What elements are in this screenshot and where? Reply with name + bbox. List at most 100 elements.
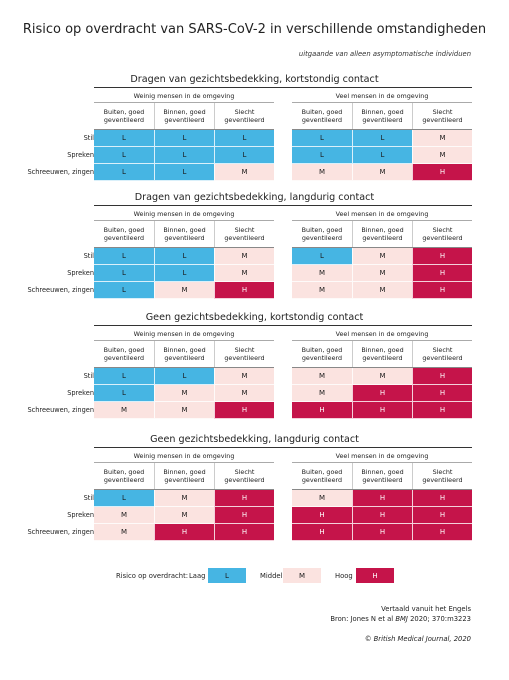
column-header: Buiten, goed geventileerd — [103, 226, 145, 242]
section-title: Geen gezichtsbedekking, kortstondig cont… — [145, 312, 364, 323]
block-few-people: Weinig mensen in de omgeving Buiten, goed… — [94, 450, 274, 541]
risk-cell: L — [94, 282, 154, 299]
block-header: Weinig mensen in de omgeving — [94, 450, 274, 463]
risk-cell: H — [412, 248, 472, 265]
column-headers: Buiten, goed geventileerd Binnen, goed ge… — [292, 103, 472, 130]
risk-cell: M — [352, 248, 412, 265]
risk-cell: M — [214, 164, 274, 181]
legend-label: Risico op overdracht: — [116, 572, 189, 580]
legend: Risico op overdracht: Laag L Middel M Ho… — [0, 568, 509, 584]
risk-cell: M — [94, 507, 154, 524]
risk-cell: L — [214, 147, 274, 164]
column-header: Slecht geventileerd — [214, 463, 274, 489]
risk-cell: H — [292, 402, 352, 419]
risk-cell: L — [94, 368, 154, 385]
risk-cell: H — [412, 368, 472, 385]
risk-cell: M — [214, 248, 274, 265]
risk-cell: H — [352, 524, 412, 541]
column-header: Buiten, goed geventileerd — [301, 108, 343, 124]
risk-cell: M — [214, 265, 274, 282]
risk-cell: L — [94, 130, 154, 147]
risk-cell: H — [412, 265, 472, 282]
column-header: Buiten, goed geventileerd — [103, 468, 145, 484]
column-header: Slecht geventileerd — [412, 221, 472, 247]
risk-cell: L — [214, 130, 274, 147]
risk-cell: L — [94, 385, 154, 402]
column-header: Buiten, goed geventileerd — [301, 346, 343, 362]
risk-cell: L — [352, 147, 412, 164]
row-label: Stil — [83, 372, 94, 380]
column-header: Binnen, goed geventileerd — [154, 463, 214, 489]
risk-cell: H — [214, 402, 274, 419]
risk-cell: M — [154, 385, 214, 402]
risk-cell: M — [292, 265, 352, 282]
section-title: Dragen van gezichtsbedekking, langdurig … — [134, 192, 375, 203]
risk-cell: H — [352, 402, 412, 419]
risk-cell: H — [412, 507, 472, 524]
column-headers: Buiten, goed geventileerd Binnen, goed ge… — [94, 341, 274, 368]
risk-cell: H — [352, 507, 412, 524]
block-few-people: Weinig mensen in de omgeving Buiten, goed… — [94, 90, 274, 181]
risk-cell: M — [292, 490, 352, 507]
row-label: Spreken — [67, 151, 94, 159]
section-divider — [94, 325, 472, 326]
row-label: Stil — [83, 494, 94, 502]
risk-cell: H — [292, 507, 352, 524]
risk-cell: M — [214, 385, 274, 402]
block-many-people: Veel mensen in de omgeving Buiten, goed g… — [292, 450, 472, 541]
legend-name-laag: Laag — [189, 572, 206, 580]
column-header: Binnen, goed geventileerd — [352, 341, 412, 367]
risk-cell: H — [154, 524, 214, 541]
risk-cell: L — [94, 248, 154, 265]
column-header: Slecht geventileerd — [412, 103, 472, 129]
risk-cell: M — [154, 282, 214, 299]
risk-cell: M — [292, 164, 352, 181]
column-header: Binnen, goed geventileerd — [154, 341, 214, 367]
risk-cell: L — [292, 248, 352, 265]
risk-cell: L — [94, 490, 154, 507]
risk-cell: H — [214, 524, 274, 541]
risk-cell: M — [352, 282, 412, 299]
row-label: Spreken — [67, 511, 94, 519]
risk-cell: M — [94, 524, 154, 541]
risk-cell: L — [154, 368, 214, 385]
risk-cell: M — [352, 265, 412, 282]
column-header: Slecht geventileerd — [214, 341, 274, 367]
section-divider — [94, 87, 472, 88]
risk-cell: H — [292, 524, 352, 541]
column-headers: Buiten, goed geventileerd Binnen, goed ge… — [292, 341, 472, 368]
section-title: Geen gezichtsbedekking, langdurig contac… — [150, 434, 359, 445]
risk-cell: H — [412, 524, 472, 541]
column-header: Slecht geventileerd — [412, 341, 472, 367]
column-header: Slecht geventileerd — [412, 463, 472, 489]
risk-cell: H — [412, 282, 472, 299]
column-headers: Buiten, goed geventileerd Binnen, goed ge… — [292, 221, 472, 248]
block-few-people: Weinig mensen in de omgeving Buiten, goed… — [94, 328, 274, 419]
risk-cell: L — [154, 265, 214, 282]
row-label: Stil — [83, 134, 94, 142]
row-label: Schreeuwen, zingen — [27, 286, 94, 294]
block-header: Veel mensen in de omgeving — [292, 208, 472, 221]
column-header: Binnen, goed geventileerd — [352, 103, 412, 129]
source-translated: Vertaald vanuit het Engels — [381, 605, 471, 613]
risk-cell: M — [412, 147, 472, 164]
block-header: Weinig mensen in de omgeving — [94, 208, 274, 221]
risk-cell: M — [292, 282, 352, 299]
section-title: Dragen van gezichtsbedekking, kortstondi… — [130, 74, 379, 85]
risk-cell: H — [412, 402, 472, 419]
